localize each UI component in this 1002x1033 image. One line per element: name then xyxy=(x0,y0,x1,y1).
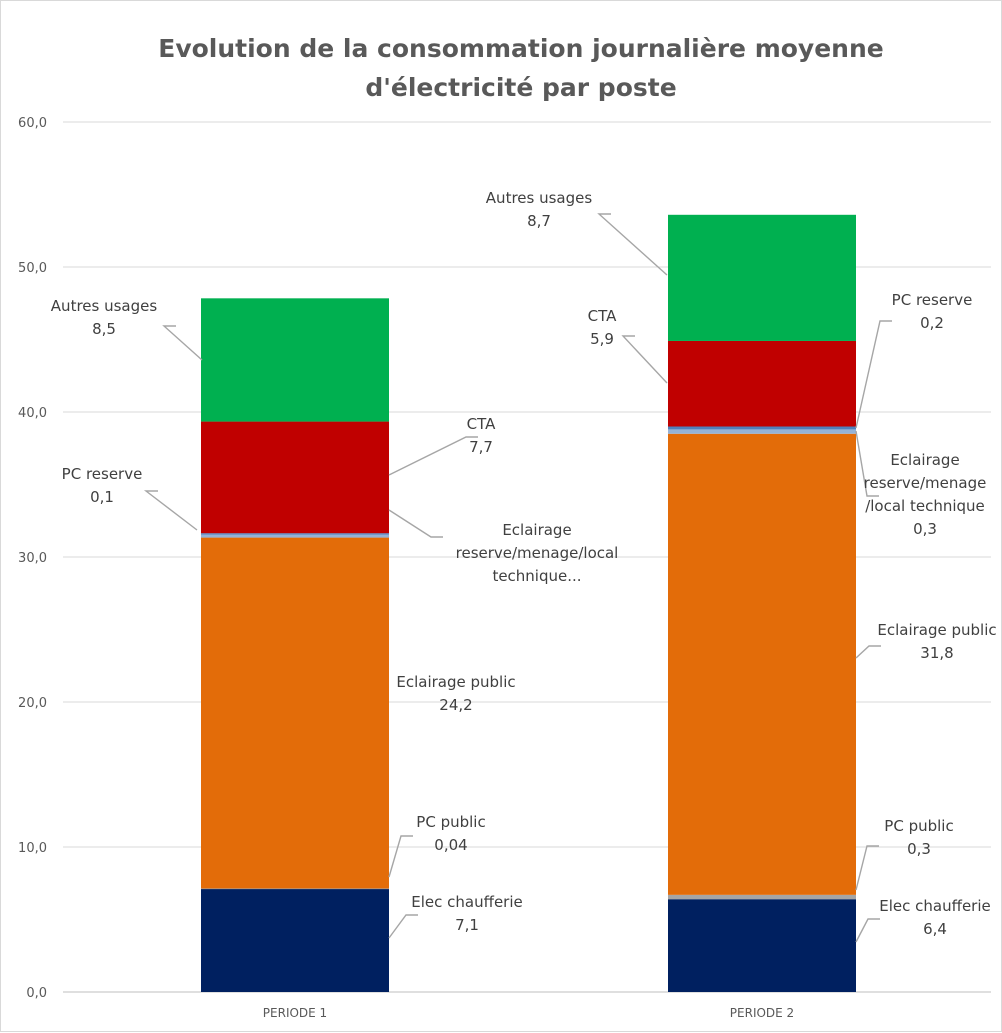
data-label-autres-usages: 8,7 xyxy=(527,212,551,230)
data-label-eclairage-public: 31,8 xyxy=(920,644,953,662)
y-tick-label: 50,0 xyxy=(18,261,47,276)
leader-line-pc-reserve xyxy=(143,490,198,531)
leader-line-cta xyxy=(621,335,668,384)
leader-line-pc-public xyxy=(855,845,879,891)
data-label-autres-usages: Autres usages xyxy=(51,297,158,315)
data-label-elec-chaufferie: Elec chaufferie xyxy=(879,897,990,915)
bar-segment-eclairage-public xyxy=(668,433,856,895)
y-tick-label: 20,0 xyxy=(18,696,47,711)
data-label-eclairage-public: Eclairage public xyxy=(396,673,515,691)
leader-line-pc-public xyxy=(388,835,413,878)
chart-title: Evolution de la consommation journalière… xyxy=(158,34,884,102)
x-category-label: PERIODE 1 xyxy=(263,1006,327,1020)
data-label-cta: 7,7 xyxy=(469,438,493,456)
data-label-cta: CTA xyxy=(588,307,617,325)
y-tick-label: 0,0 xyxy=(26,986,47,1001)
leader-line-elec-chaufferie xyxy=(388,914,418,939)
y-tick-label: 40,0 xyxy=(18,406,47,421)
data-label-cta: CTA xyxy=(467,415,496,433)
data-label-eclairage-reserve-menage-local-technique: Eclairage xyxy=(502,521,571,539)
data-label-pc-reserve: PC reserve xyxy=(62,465,143,483)
bar-segment-pc-public xyxy=(201,888,389,890)
bar-segment-autres-usages xyxy=(201,298,389,422)
leader-line-eclairage-reserve-menage-local-technique xyxy=(388,509,443,538)
data-label-pc-public: PC public xyxy=(416,813,485,831)
data-label-elec-chaufferie: 6,4 xyxy=(923,920,947,938)
bar-segment-elec-chaufferie xyxy=(201,889,389,992)
y-tick-label: 10,0 xyxy=(18,841,47,856)
data-label-autres-usages: 8,5 xyxy=(92,320,116,338)
bar-segment-eclairage-reserve-menage-local-technique xyxy=(668,429,856,434)
bar-segment-cta xyxy=(668,340,856,427)
leader-line-autres-usages xyxy=(162,325,203,361)
leader-line-autres-usages xyxy=(597,213,668,276)
data-label-elec-chaufferie: Elec chaufferie xyxy=(411,893,522,911)
y-tick-label: 30,0 xyxy=(18,551,47,566)
bar-segment-cta xyxy=(201,421,389,534)
leader-line-pc-reserve xyxy=(855,320,892,429)
data-label-eclairage-reserve-menage-local-technique: reserve/menage xyxy=(864,474,987,492)
data-label-autres-usages: Autres usages xyxy=(486,189,593,207)
data-label-pc-public: 0,04 xyxy=(434,836,467,854)
bar-segment-autres-usages xyxy=(668,214,856,341)
bar-segment-elec-chaufferie xyxy=(668,899,856,992)
data-label-pc-reserve: 0,1 xyxy=(90,488,114,506)
data-label-eclairage-reserve-menage-local-technique: technique... xyxy=(492,567,581,585)
bar-segment-pc-reserve xyxy=(201,533,389,535)
leader-line-cta xyxy=(388,436,478,476)
data-label-eclairage-public: 24,2 xyxy=(439,696,472,714)
data-label-eclairage-reserve-menage-local-technique: 0,3 xyxy=(913,520,937,538)
data-label-pc-public: 0,3 xyxy=(907,840,931,858)
data-label-cta: 5,9 xyxy=(590,330,614,348)
bar-segment-pc-reserve xyxy=(668,426,856,430)
data-label-elec-chaufferie: 7,1 xyxy=(455,916,479,934)
data-label-eclairage-reserve-menage-local-technique: Eclairage xyxy=(890,451,959,469)
data-label-eclairage-reserve-menage-local-technique: /local technique xyxy=(865,497,985,515)
leader-line-elec-chaufferie xyxy=(855,918,880,943)
data-label-eclairage-public: Eclairage public xyxy=(877,621,996,639)
data-label-pc-reserve: 0,2 xyxy=(920,314,944,332)
bar-segment-eclairage-reserve-menage-local-technique xyxy=(201,534,389,538)
bar-segment-eclairage-public xyxy=(201,537,389,889)
data-label-pc-public: PC public xyxy=(884,817,953,835)
data-label-pc-reserve: PC reserve xyxy=(892,291,973,309)
leader-line-eclairage-public xyxy=(855,645,881,659)
bar-segment-pc-public xyxy=(668,894,856,900)
x-category-label: PERIODE 2 xyxy=(730,1006,794,1020)
leader-line-eclairage-reserve-menage-local-technique xyxy=(855,430,879,497)
y-tick-label: 60,0 xyxy=(18,116,47,131)
data-label-eclairage-reserve-menage-local-technique: reserve/menage/local xyxy=(456,544,619,562)
